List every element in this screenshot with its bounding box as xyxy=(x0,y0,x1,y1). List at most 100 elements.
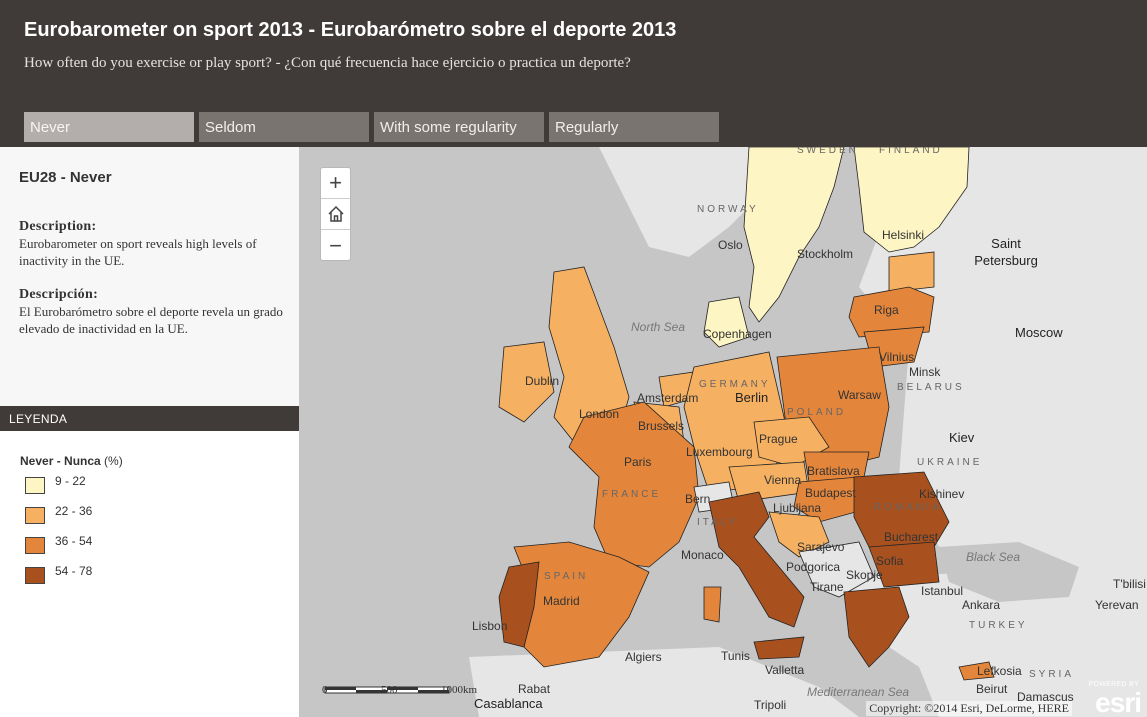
map-label-country: SYRIA xyxy=(1029,669,1075,680)
country-finland xyxy=(853,147,970,253)
country-greece xyxy=(843,586,910,668)
country-ireland xyxy=(498,341,555,423)
map-label-city: Paris xyxy=(624,455,652,469)
map-label-city: Tunis xyxy=(721,649,750,663)
black-sea xyxy=(939,542,1079,602)
map-label-city: Beirut xyxy=(976,682,1008,696)
legend-title: Never - Nunca (%) xyxy=(20,454,123,468)
map-label-city: T'bilisi xyxy=(1113,577,1146,591)
country-sicily xyxy=(753,636,805,660)
map-label-city: Tripoli xyxy=(754,698,787,712)
description-label-en: Description: xyxy=(19,219,97,234)
norway-land xyxy=(599,147,779,257)
map-label-city: Valletta xyxy=(765,663,805,677)
app-title: Eurobarometer on sport 2013 - Eurobaróme… xyxy=(24,19,677,41)
description-en: Description: Eurobarometer on sport reve… xyxy=(19,218,287,269)
map-label-city: Bern xyxy=(685,492,711,506)
map-copyright: Copyright: ©2014 Esri, DeLorme, HERE xyxy=(866,701,1072,716)
map-label-city: Bratislava xyxy=(807,464,860,478)
map-label-country: ITALY xyxy=(697,517,739,528)
scale-label: 1000km xyxy=(441,684,478,696)
map-label-country: GERMANY xyxy=(699,379,771,390)
sidebar: EU28 - Never Description: Eurobarometer … xyxy=(0,147,299,717)
map-label-country: TURKEY xyxy=(969,620,1028,631)
scale-label: 500 xyxy=(381,684,398,696)
description-label-es: Descripción: xyxy=(19,287,99,302)
map-label-city: Helsinki xyxy=(882,228,925,242)
map-label-sea: North Sea xyxy=(631,320,686,334)
map-label-city: Stockholm xyxy=(797,247,854,261)
map-label-city: Yerevan xyxy=(1095,598,1139,612)
tab-never[interactable]: Never xyxy=(24,112,194,142)
map-label-sea: Mediterranean Sea xyxy=(807,685,910,699)
legend: Never - Nunca (%) 9 - 22 22 - 36 36 - 54… xyxy=(0,431,299,717)
map-label-city: Riga xyxy=(874,303,899,317)
country-bulgaria xyxy=(868,541,940,588)
zoom-in-button[interactable]: + xyxy=(321,168,350,199)
map-label-country: FRANCE xyxy=(602,489,662,500)
map-label-city: Dublin xyxy=(525,374,560,388)
country-italy xyxy=(708,491,805,628)
country-denmark xyxy=(703,296,750,348)
map-label-city: Podgorica xyxy=(786,560,841,574)
tab-seldom[interactable]: Seldom xyxy=(199,112,369,142)
map-label-country: NORWAY xyxy=(697,204,759,215)
legend-swatch xyxy=(25,567,45,584)
map-label-city: Luxembourg xyxy=(686,445,753,459)
home-icon xyxy=(327,205,344,222)
map-label-city: London xyxy=(579,407,620,421)
map-label-city: Lefkosia xyxy=(977,664,1022,678)
panel-title: EU28 - Never xyxy=(19,169,112,186)
map-label-country: POLAND xyxy=(787,407,847,418)
balkans-non-eu xyxy=(798,541,875,598)
zoom-out-button[interactable]: − xyxy=(329,232,342,258)
home-button[interactable] xyxy=(321,199,350,230)
map-label-city: Sofia xyxy=(876,554,904,568)
turkey-land xyxy=(849,567,1147,717)
tab-with-some-regularity[interactable]: With some regularity xyxy=(374,112,544,142)
map-label-city: Damascus xyxy=(1017,690,1074,704)
app-header: Eurobarometer on sport 2013 - Eurobaróme… xyxy=(0,0,1147,147)
map-label-city: Istanbul xyxy=(921,584,964,598)
map-label-country: SPAIN xyxy=(544,571,589,582)
category-tabs: Never Seldom With some regularity Regula… xyxy=(24,112,719,142)
map-label-city: Kishinev xyxy=(919,487,965,501)
esri-logo: POWERED BY esri xyxy=(1081,681,1143,717)
country-france xyxy=(568,401,700,568)
tab-regularly[interactable]: Regularly xyxy=(549,112,719,142)
map-label-city: Algiers xyxy=(625,650,662,664)
map-label-city: Vienna xyxy=(764,473,802,487)
map-label-city: Saint Petersburg xyxy=(974,236,1038,268)
app-subtitle: How often do you exercise or play sport?… xyxy=(24,55,631,71)
map-label-city: Prague xyxy=(759,432,798,446)
legend-swatch xyxy=(25,507,45,524)
country-sardinia xyxy=(703,586,722,623)
map-label-city: Ljubljana xyxy=(773,501,822,515)
country-cyprus xyxy=(958,661,995,681)
map-label-sea: Black Sea xyxy=(966,550,1021,564)
country-portugal xyxy=(498,561,540,648)
map-label-city: Monaco xyxy=(681,548,724,562)
map-label-city: Ankara xyxy=(962,598,1001,612)
map-label-city: Amsterdam xyxy=(637,391,699,405)
description-es: Descripción: El Eurobarómetro sobre el d… xyxy=(19,286,287,337)
esri-powered-by: POWERED BY xyxy=(1088,681,1139,688)
zoom-control: + − xyxy=(320,167,351,261)
basemap xyxy=(469,147,1147,717)
legend-swatch xyxy=(25,537,45,554)
map-label-country: ROMANIA xyxy=(874,502,942,513)
map-label-city: Oslo xyxy=(718,238,743,252)
legend-range: 36 - 54 xyxy=(55,534,93,548)
map-label-city: Brussels xyxy=(638,419,685,433)
legend-header: LEYENDA xyxy=(0,406,299,431)
map-label-city: Minsk xyxy=(909,365,941,379)
map-label-city: Vilnius xyxy=(879,350,915,364)
scale-bar xyxy=(324,686,450,694)
map-label-city: Madrid xyxy=(543,594,580,608)
description-text-en: Eurobarometer on sport reveals high leve… xyxy=(19,236,257,268)
esri-wordmark: esri xyxy=(1095,687,1142,717)
map-label-city: Bucharest xyxy=(884,530,939,544)
map-view[interactable]: NORWAY SWEDEN FINLAND BELARUS UKRAINE PO… xyxy=(299,147,1147,717)
map-label-country: SWEDEN xyxy=(797,147,859,156)
legend-swatch xyxy=(25,477,45,494)
